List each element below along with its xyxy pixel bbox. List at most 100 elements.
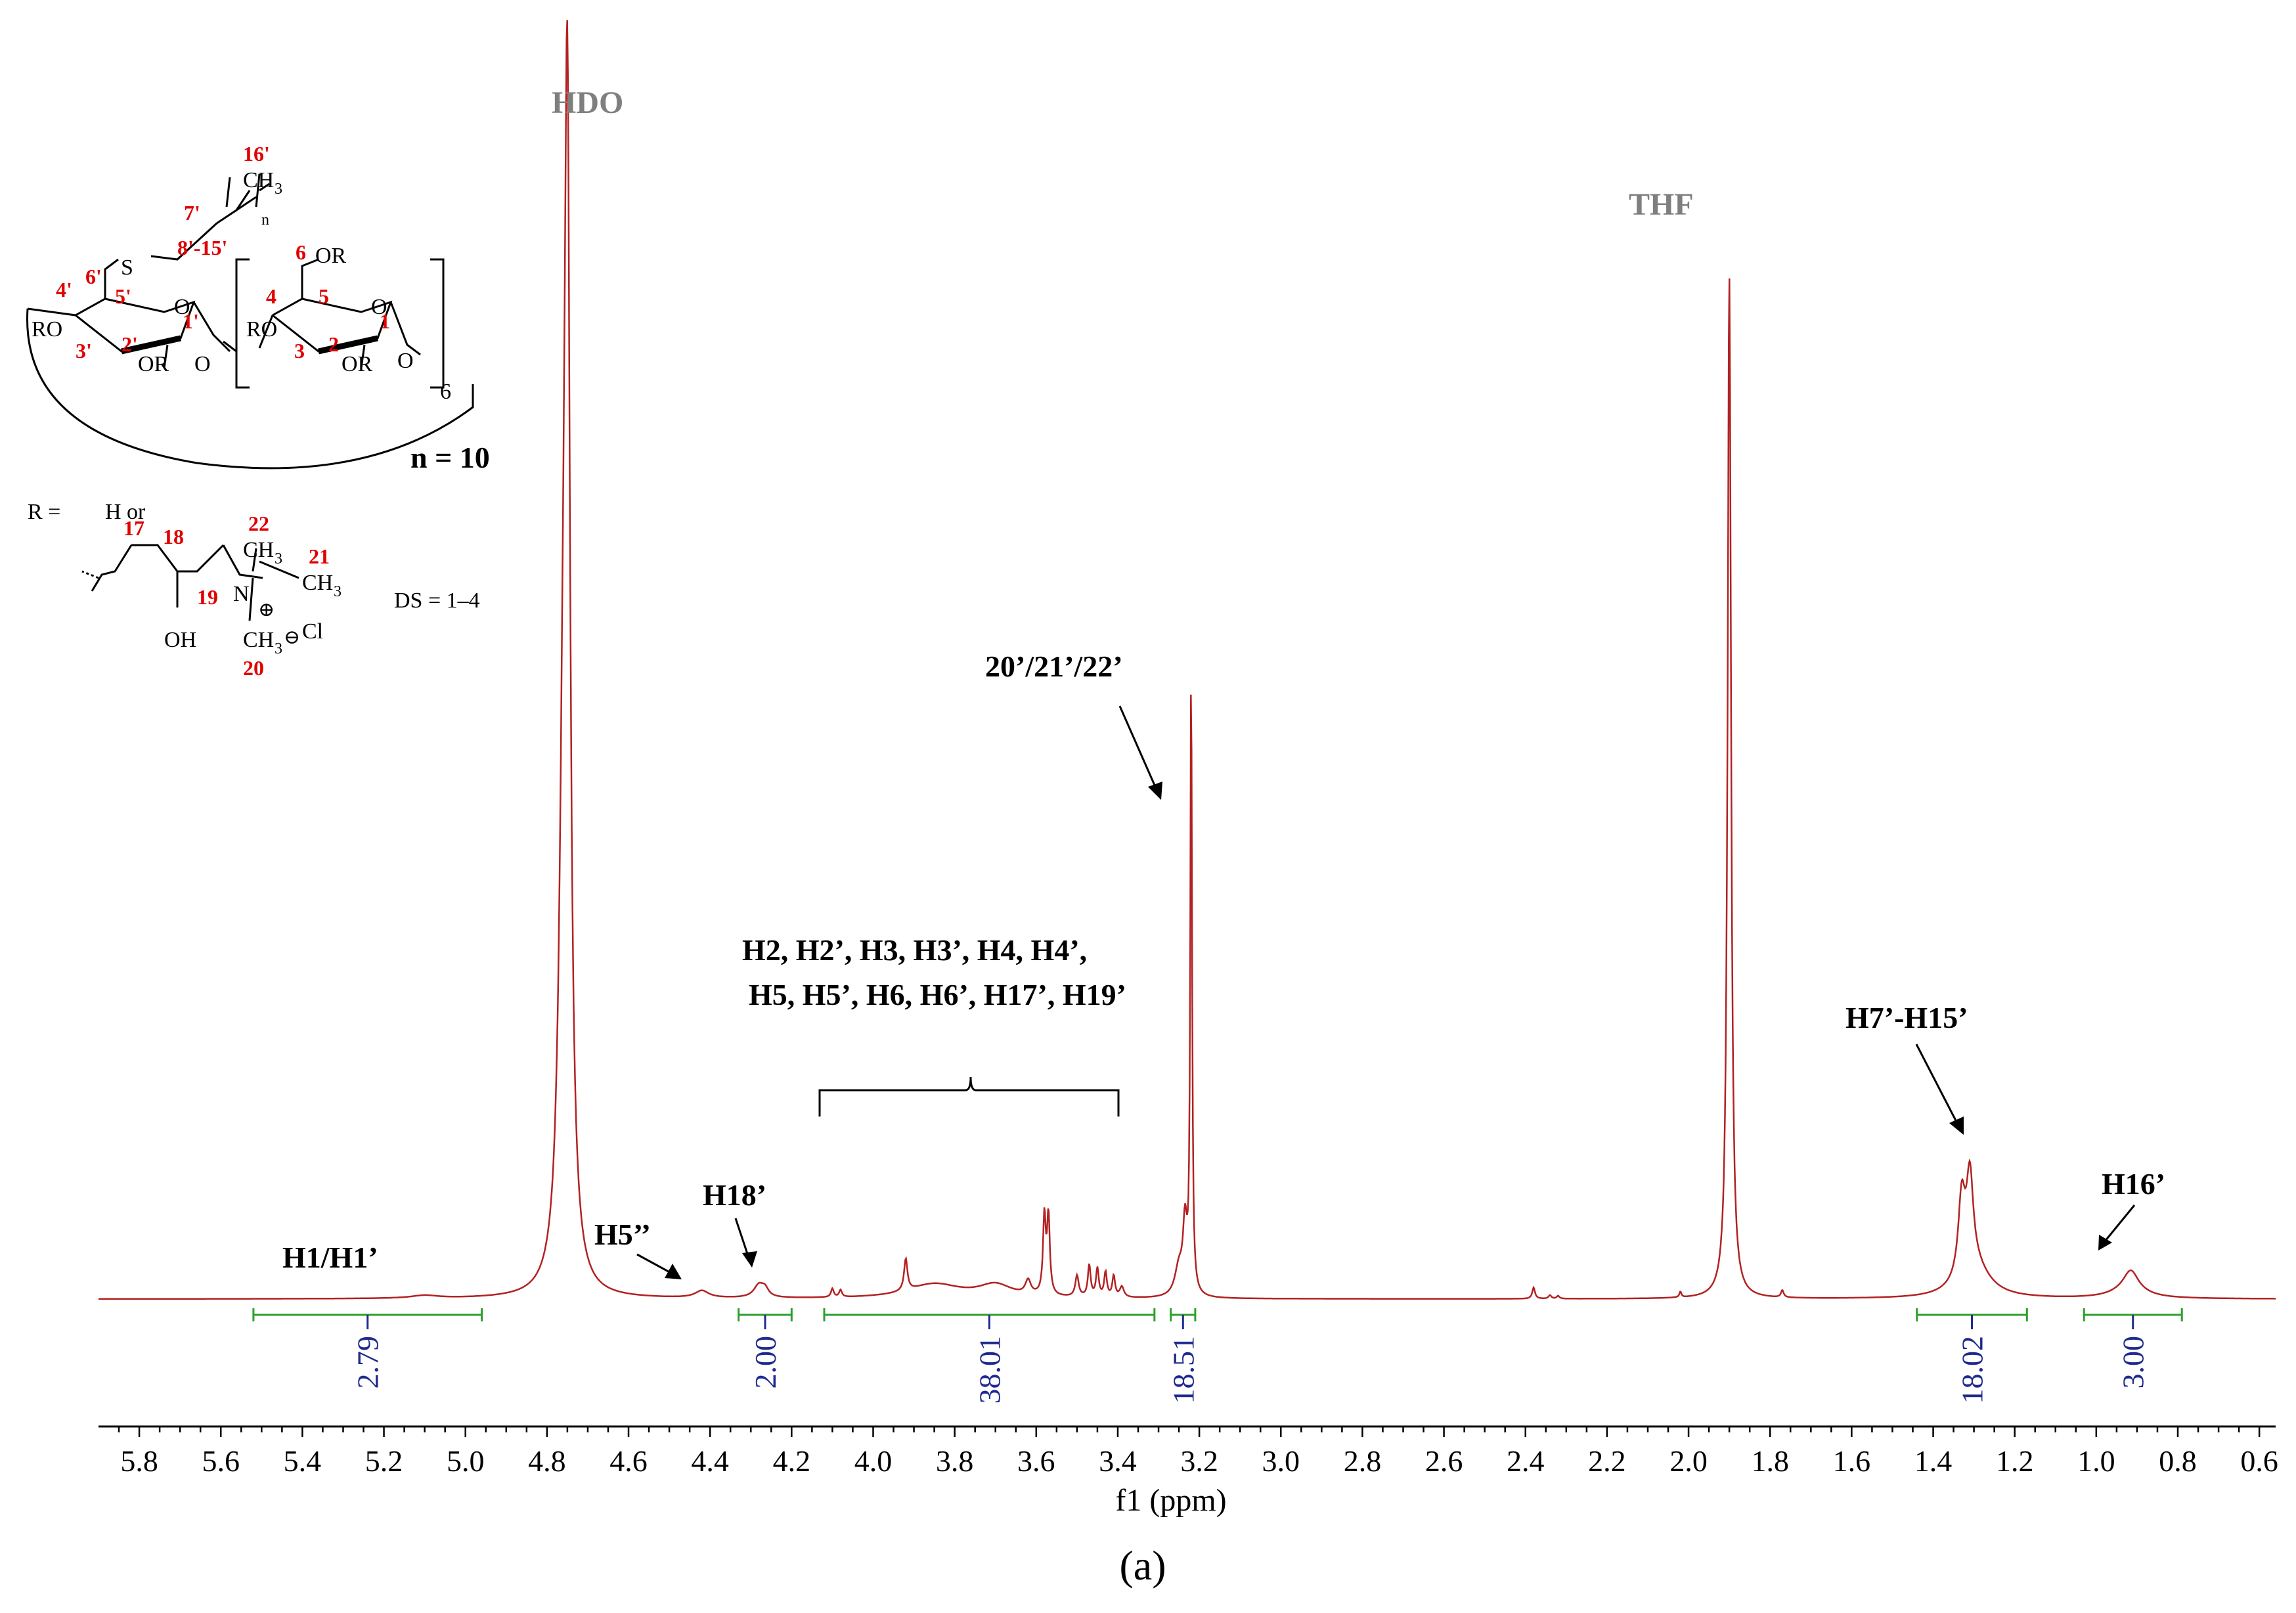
- o-link: O: [194, 352, 211, 376]
- num-22: 22: [248, 512, 269, 535]
- num-3: 3: [294, 339, 305, 363]
- hdo-label: HDO: [552, 85, 623, 120]
- molecular-structure: [26, 173, 474, 621]
- x-tick-label: 4.2: [773, 1444, 811, 1478]
- integral-value: 2.79: [351, 1336, 385, 1389]
- num-18: 18: [163, 525, 184, 548]
- ch3-20-sub: 3: [275, 640, 282, 657]
- x-tick-label: 0.6: [2240, 1444, 2278, 1478]
- x-tick-label: 2.4: [1507, 1444, 1545, 1478]
- cl-atom: Cl: [302, 619, 323, 644]
- x-tick-label: 5.8: [120, 1444, 158, 1478]
- integral-3.00: 3.00: [2083, 1308, 2183, 1389]
- x-tick-label: 3.4: [1099, 1444, 1137, 1478]
- x-tick-label: 4.8: [528, 1444, 566, 1478]
- x-tick-label: 1.8: [1751, 1444, 1789, 1478]
- x-tick-label: 2.6: [1425, 1444, 1463, 1478]
- x-tick-label: 4.6: [609, 1444, 648, 1478]
- h16-arrowhead: [2098, 1235, 2112, 1250]
- x-tick-label: 5.0: [447, 1444, 485, 1478]
- n-equals-label: n = 10: [410, 441, 490, 474]
- h18-arrow: [734, 1218, 750, 1258]
- x-tick-label: 1.2: [1996, 1444, 2034, 1478]
- num-4p: 4': [56, 278, 72, 301]
- h7-15-arrowhead: [1949, 1116, 1964, 1135]
- methyl-arrow: [1118, 705, 1157, 789]
- x-tick-label: 5.4: [284, 1444, 322, 1478]
- ch3-21: CH: [302, 571, 333, 595]
- integral-value: 3.00: [2117, 1336, 2150, 1389]
- h1-label: H1/H1’: [282, 1241, 378, 1274]
- sugar-label-line2: H5, H5’, H6, H6’, H17’, H19’: [749, 978, 1126, 1011]
- ro-left: RO: [32, 317, 62, 342]
- x-tick-label: 3.0: [1262, 1444, 1300, 1478]
- integral-2.79: 2.79: [252, 1308, 483, 1389]
- x-tick-label: 5.6: [202, 1444, 240, 1478]
- num-4: 4: [266, 284, 276, 308]
- ch3-top-sub: 3: [275, 181, 282, 198]
- x-tick-label: 2.8: [1344, 1444, 1382, 1478]
- integral-value: 2.00: [749, 1336, 782, 1389]
- num-1: 1: [380, 309, 390, 333]
- num-20: 20: [243, 656, 264, 680]
- x-tick-label: 1.6: [1833, 1444, 1871, 1478]
- h18-label: H18’: [703, 1178, 766, 1212]
- h7-15-arrow: [1915, 1044, 1958, 1124]
- x-tick-label: 0.8: [2159, 1444, 2197, 1478]
- r-equals: R =: [28, 500, 60, 524]
- ro-mid: RO: [246, 317, 277, 342]
- o-end: O: [397, 349, 414, 373]
- x-tick-label: 2.0: [1669, 1444, 1708, 1478]
- num-6: 6: [296, 240, 306, 264]
- h16-label: H16’: [2102, 1167, 2165, 1201]
- cl-minus: ⊖: [284, 627, 300, 648]
- integral-38.01: 38.01: [823, 1308, 1156, 1404]
- nmr-spectrum-line: [99, 20, 2276, 1300]
- thf-label: THF: [1629, 187, 1694, 222]
- num-5p: 5': [115, 284, 131, 308]
- ch3-22: CH: [243, 538, 274, 562]
- num-21: 21: [309, 544, 330, 568]
- integral-18.02: 18.02: [1916, 1308, 2028, 1404]
- repeat-count: 6: [440, 380, 451, 404]
- oh-group: OH: [164, 628, 196, 652]
- num-7p: 7': [184, 201, 200, 225]
- structure-labels: S RO OR O O OR RO OR O O 6 n CH 3 R = H …: [28, 142, 490, 680]
- num-6p: 6': [85, 265, 102, 288]
- x-tick-label: 1.0: [2077, 1444, 2115, 1478]
- num-5: 5: [319, 284, 329, 308]
- num-2p: 2': [121, 332, 138, 356]
- h16-arrow: [2104, 1204, 2136, 1242]
- or-bottom: OR: [342, 352, 373, 376]
- h5pp-arrow: [636, 1253, 674, 1275]
- num-2: 2: [328, 332, 339, 356]
- s-atom: S: [121, 255, 133, 280]
- num-19: 19: [197, 585, 218, 609]
- peak-annotations: HDO THF H1/H1’ H5’’ H18’ 20’/21’/22’ H2,…: [282, 85, 2165, 1279]
- ch3-20: CH: [243, 628, 274, 652]
- x-axis-label: f1 (ppm): [1115, 1483, 1226, 1518]
- h5pp-arrowhead: [665, 1264, 682, 1279]
- methyl-arrowhead: [1148, 782, 1162, 800]
- n-subscript: n: [261, 211, 269, 229]
- o-ring: O: [371, 295, 387, 319]
- num-17: 17: [123, 516, 144, 540]
- integral-value: 18.02: [1956, 1336, 1989, 1404]
- ch3-top: CH: [243, 168, 274, 192]
- integral-18.51: 18.51: [1166, 1308, 1200, 1404]
- x-axis: 5.8 5.6 5.4 5.2 5.0 4.8 4.6 4.4 4.2 4.0 3.8 3.6 3.4 3…: [99, 1425, 2278, 1478]
- n-atom: N: [233, 582, 250, 606]
- methyl-label: 20’/21’/22’: [985, 650, 1123, 683]
- h7-15-label: H7’-H15’: [1845, 1001, 1968, 1034]
- x-tick-label: 5.2: [365, 1444, 403, 1478]
- n-plus: ⊕: [258, 599, 275, 621]
- x-tick-label: 3.6: [1017, 1444, 1055, 1478]
- ds-label: DS = 1–4: [394, 588, 480, 613]
- h-or: H or: [105, 500, 146, 524]
- figure-caption: (a): [1119, 1542, 1166, 1589]
- x-tick-label: 4.0: [854, 1444, 893, 1478]
- integral-2.00: 2.00: [738, 1308, 793, 1389]
- h18-arrowhead: [742, 1251, 757, 1268]
- x-tick-label: 2.2: [1588, 1444, 1626, 1478]
